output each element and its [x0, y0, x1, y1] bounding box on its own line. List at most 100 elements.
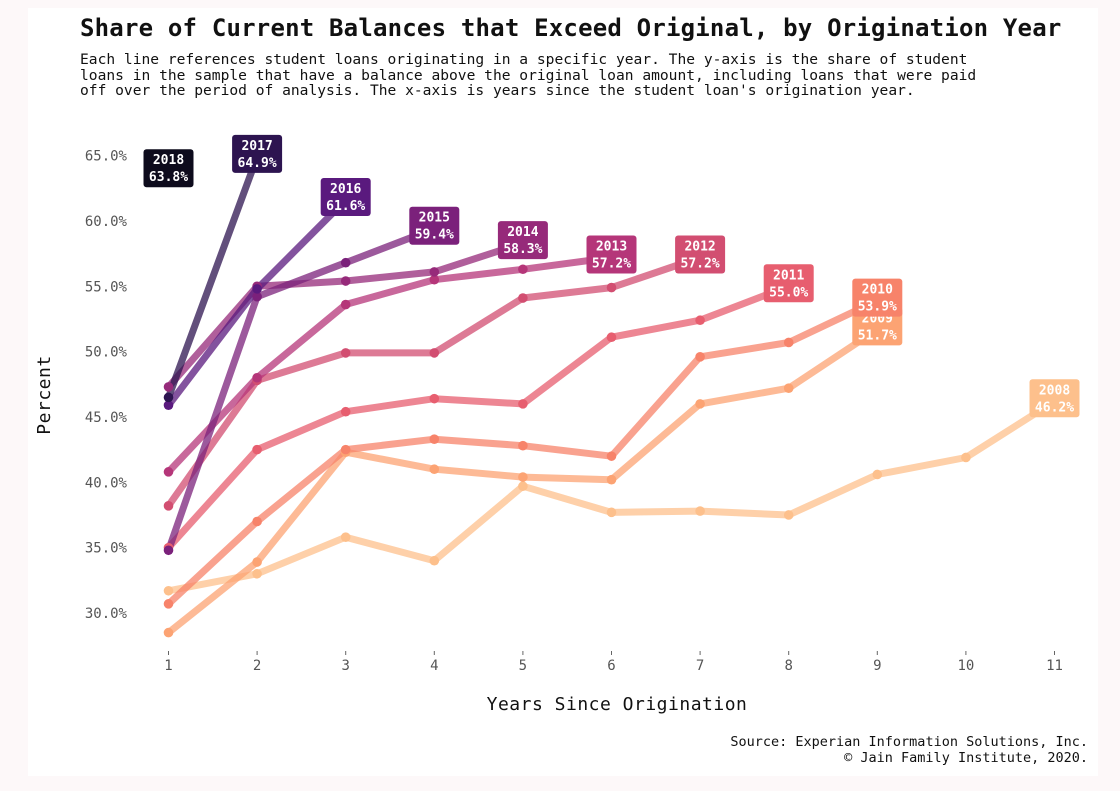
- data-point-2009: [518, 472, 528, 482]
- data-point-2010: [606, 451, 617, 461]
- data-point-2017: [163, 392, 174, 403]
- x-axis: 1 2 3 4 5 6 7 8 9 10 11: [164, 651, 1063, 674]
- data-point-2015: [252, 291, 262, 302]
- end-label-2008: 2008 46.2%: [1029, 379, 1080, 418]
- end-label-box: [143, 149, 194, 188]
- x-tick-label: 3: [341, 658, 349, 674]
- data-point-2012: [340, 348, 351, 358]
- x-tick-label: 7: [696, 658, 704, 674]
- end-label-value: 55.0%: [769, 285, 808, 300]
- series-line-2011: [165, 282, 793, 552]
- data-point-2008: [163, 585, 174, 596]
- data-point-2009: [695, 399, 705, 409]
- end-label-2011: 2011 55.0%: [763, 264, 814, 303]
- data-point-2008: [429, 555, 440, 566]
- x-tick-label: 4: [430, 658, 438, 674]
- y-axis-label: Percent: [34, 355, 55, 434]
- end-label-2012: 2012 57.2%: [675, 235, 726, 274]
- data-point-2009: [783, 383, 794, 393]
- data-point-2012: [429, 348, 440, 358]
- end-label-value: 51.7%: [858, 328, 897, 343]
- end-label-2013: 2013 57.2%: [586, 235, 637, 274]
- chart-panel: [28, 8, 1098, 776]
- end-label-value: 59.4%: [415, 228, 454, 243]
- data-point-2010: [429, 434, 440, 444]
- end-label-box: [320, 177, 371, 216]
- end-label-box: [852, 278, 903, 317]
- data-point-2008: [518, 481, 528, 492]
- data-point-2012: [606, 282, 617, 293]
- data-point-2011: [429, 393, 440, 404]
- data-point-2010: [163, 599, 174, 609]
- clipped-points: [163, 152, 1060, 638]
- y-tick-label: 45.0%: [85, 410, 128, 426]
- source-note: Source: Experian Information Solutions, …: [730, 734, 1088, 766]
- end-label-value: 64.9%: [238, 156, 277, 171]
- data-point-2010: [340, 444, 351, 455]
- data-point-2010: [783, 337, 794, 348]
- data-point-2008: [783, 510, 794, 520]
- data-point-2014: [340, 276, 351, 286]
- copyright-text: © Jain Family Institute, 2020.: [844, 750, 1088, 766]
- end-label-value: 46.2%: [1035, 400, 1074, 415]
- data-point-2011: [695, 315, 705, 326]
- data-point-2014: [163, 382, 174, 392]
- chart-title: Share of Current Balances that Exceed Or…: [80, 14, 1062, 42]
- x-tick-label: 10: [957, 658, 974, 674]
- end-label-value: 57.2%: [681, 256, 720, 271]
- y-tick-label: 50.0%: [85, 345, 128, 361]
- x-tick-label: 8: [784, 658, 792, 674]
- data-point-2012: [163, 501, 174, 511]
- end-label-box: [497, 221, 548, 260]
- end-label-box: [763, 264, 814, 303]
- data-point-2013: [429, 274, 440, 285]
- y-tick-label: 55.0%: [85, 279, 128, 295]
- data-point-2013: [518, 264, 528, 275]
- end-label-year: 2015: [419, 211, 450, 226]
- data-point-2008: [872, 469, 883, 480]
- series-line-2015: [165, 225, 438, 554]
- x-tick-label: 5: [519, 658, 527, 674]
- data-point-2011: [252, 444, 262, 455]
- series-line-2017: [165, 153, 261, 401]
- end-label-2015: 2015 59.4%: [409, 206, 460, 245]
- end-label-year: 2016: [330, 182, 361, 197]
- end-label-box: [232, 134, 283, 173]
- end-label-year: 2012: [684, 239, 715, 254]
- end-label-value: 58.3%: [503, 242, 542, 257]
- end-label-year: 2008: [1039, 383, 1070, 398]
- data-point-2010: [695, 352, 705, 362]
- series-line-2013: [165, 254, 615, 476]
- end-label-2018: 2018 63.8%: [143, 149, 194, 188]
- x-tick-label: 6: [607, 658, 615, 674]
- data-point-2010: [252, 516, 262, 527]
- clipped-lines: [165, 153, 1058, 637]
- series-line-2010: [165, 297, 881, 608]
- data-point-2008: [961, 452, 971, 463]
- data-point-2009: [163, 627, 174, 638]
- data-point-2008: [340, 532, 351, 542]
- end-label-year: 2013: [596, 239, 627, 254]
- end-label-2016: 2016 61.6%: [320, 177, 371, 216]
- x-tick-label: 2: [253, 658, 261, 674]
- data-point-2016: [252, 284, 262, 294]
- data-point-2008: [252, 568, 262, 579]
- data-point-2010: [518, 440, 528, 451]
- data-point-2009: [606, 474, 617, 485]
- end-label-value: 53.9%: [858, 300, 897, 315]
- series-points: [163, 152, 1060, 638]
- subtitle-line: off over the period of analysis. The x-a…: [80, 82, 915, 99]
- end-label-2017: 2017 64.9%: [232, 134, 283, 173]
- end-label-2014: 2014 58.3%: [497, 221, 548, 260]
- y-tick-label: 40.0%: [85, 475, 128, 491]
- end-label-box: [409, 206, 460, 245]
- end-label-box: [852, 307, 903, 346]
- x-axis-label: Years Since Origination: [487, 694, 748, 715]
- series-lines: [165, 153, 1058, 637]
- end-label-box: [675, 235, 726, 274]
- end-label-value: 57.2%: [592, 256, 631, 271]
- data-point-2011: [340, 406, 351, 417]
